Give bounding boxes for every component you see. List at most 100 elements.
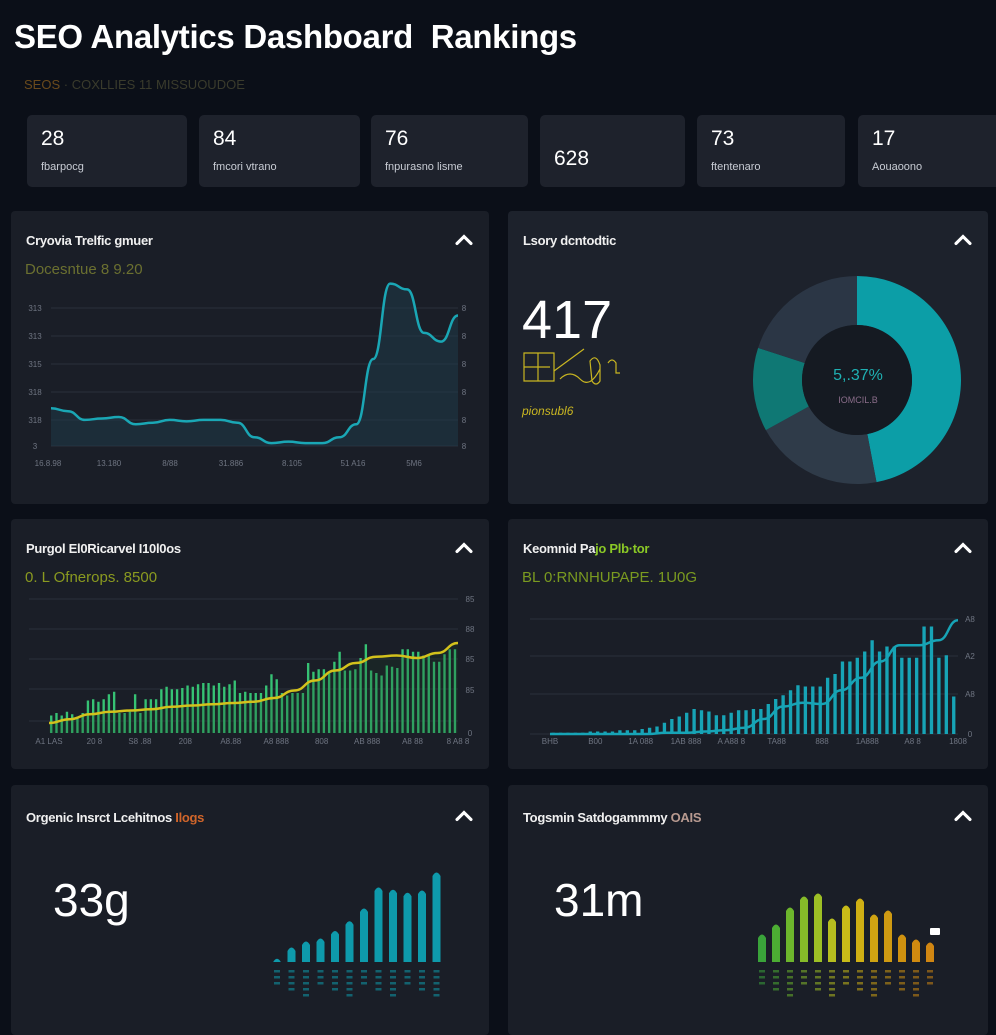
bar-label-mark (927, 976, 933, 979)
chevron-up-icon[interactable] (952, 541, 974, 555)
bar-label-mark (787, 988, 793, 991)
x-tick-label: BHB (542, 737, 558, 746)
bar-label-mark (759, 982, 765, 985)
chevron-up-icon[interactable] (453, 809, 475, 823)
bar-label-mark (759, 976, 765, 979)
bar (786, 907, 794, 962)
organic-panel: Orgenic Insrct Lcehitnos Ilogs 33g (11, 785, 489, 1035)
bar-label-mark (857, 982, 863, 985)
bar-label-mark (274, 970, 280, 973)
bar (275, 679, 278, 733)
bar (287, 947, 296, 962)
chevron-up-icon[interactable] (453, 541, 475, 555)
organic-bar-chart (273, 872, 441, 997)
bar (438, 661, 441, 733)
bar-label-mark (303, 976, 309, 979)
x-tick-label: TA88 (767, 737, 786, 746)
title-accent: Ilogs (175, 810, 205, 825)
kpi-card[interactable]: 628 (540, 115, 685, 187)
bar (692, 709, 696, 734)
bar (898, 934, 906, 962)
bar-label-mark (899, 976, 905, 979)
bar (922, 626, 926, 734)
x-tick-label: A1 LAS (35, 737, 62, 746)
bar (618, 730, 622, 734)
bar (825, 677, 830, 734)
breadcrumb-item[interactable]: 11 MISSUOUDOE (138, 77, 245, 92)
bar (327, 673, 331, 733)
bar-label-mark (913, 976, 919, 979)
bar-label-mark (927, 982, 933, 985)
bar (655, 726, 659, 734)
y-tick-label: 318 (28, 416, 42, 425)
bar (403, 892, 412, 962)
bar (840, 661, 845, 734)
kpi-card[interactable]: 17 Aouaoono (858, 115, 996, 187)
donut-segment (765, 406, 877, 485)
bar (312, 671, 315, 733)
sketch-mark-icon (523, 348, 620, 385)
bar-label-mark (801, 970, 807, 973)
bar-label-mark (288, 976, 295, 979)
bar (707, 711, 711, 734)
bar (375, 673, 378, 733)
bar (714, 715, 719, 734)
bar-label-mark (375, 982, 382, 985)
bar-label-mark (317, 970, 324, 973)
bar (699, 710, 704, 734)
bar-label-mark (899, 988, 905, 991)
bar (360, 908, 368, 962)
donut-segment (758, 276, 857, 364)
donut-caption: pionsubl6 (522, 404, 574, 418)
bar-label-mark (332, 970, 338, 973)
bar (149, 699, 153, 733)
bar-label-mark (899, 970, 905, 973)
kpi-card[interactable]: 76 fnpurasno lisme (371, 115, 528, 187)
bar (633, 730, 637, 734)
kpi-label: fnpurasno lisme (385, 161, 463, 173)
bar-label-mark (913, 994, 919, 997)
bar-label-mark (773, 970, 779, 973)
kpi-card[interactable]: 28 fbarpocg (27, 115, 187, 187)
y-tick-label: 318 (28, 388, 42, 397)
bar-label-mark (303, 982, 309, 985)
breadcrumb-item[interactable]: SEOS (24, 77, 61, 92)
breadcrumb-item[interactable]: COXLLIES (71, 77, 136, 92)
bar-label-mark (288, 970, 295, 973)
bar (270, 674, 273, 733)
backlinks-panel: Purgol El0Ricarvel I10l0os 0. L Ofnerops… (11, 519, 489, 769)
chevron-up-icon[interactable] (952, 809, 974, 823)
bar (625, 730, 630, 734)
title-accent: jo Plb·tor (595, 541, 650, 556)
bar-label-mark (787, 976, 793, 979)
bar (223, 686, 226, 733)
y-tick-label: 0 (968, 730, 973, 739)
bar (118, 713, 121, 733)
kpi-card[interactable]: 73 ftentenaro (697, 115, 845, 187)
y-tick-label: 315 (28, 360, 42, 369)
bar-label-mark (274, 982, 280, 985)
chevron-up-icon[interactable] (453, 233, 475, 247)
bar (432, 661, 436, 733)
bar (217, 683, 221, 733)
x-tick-label: AB 888 (354, 737, 381, 746)
donut-hole (802, 325, 912, 435)
bar-label-mark (433, 970, 440, 973)
panel-title: Togsmin Satdogammmy OAIS (523, 810, 702, 825)
bar (265, 685, 268, 733)
kpi-card[interactable]: 84 fmcori vtrano (199, 115, 360, 187)
bar-label-mark (885, 976, 891, 979)
bar-label-mark (815, 982, 821, 985)
bar (354, 669, 357, 733)
x-tick-label: 5M6 (406, 459, 422, 468)
bar (316, 938, 325, 962)
x-tick-label: 31.886 (219, 459, 244, 468)
kpi-value: 76 (385, 127, 409, 150)
x-tick-label: 808 (315, 737, 329, 746)
chevron-up-icon[interactable] (952, 233, 974, 247)
x-tick-label: 20 8 (87, 737, 103, 746)
y-tick-label-right: 8 (462, 388, 467, 397)
bar-label-mark (433, 988, 440, 991)
bar (317, 669, 320, 733)
bar (348, 670, 352, 733)
